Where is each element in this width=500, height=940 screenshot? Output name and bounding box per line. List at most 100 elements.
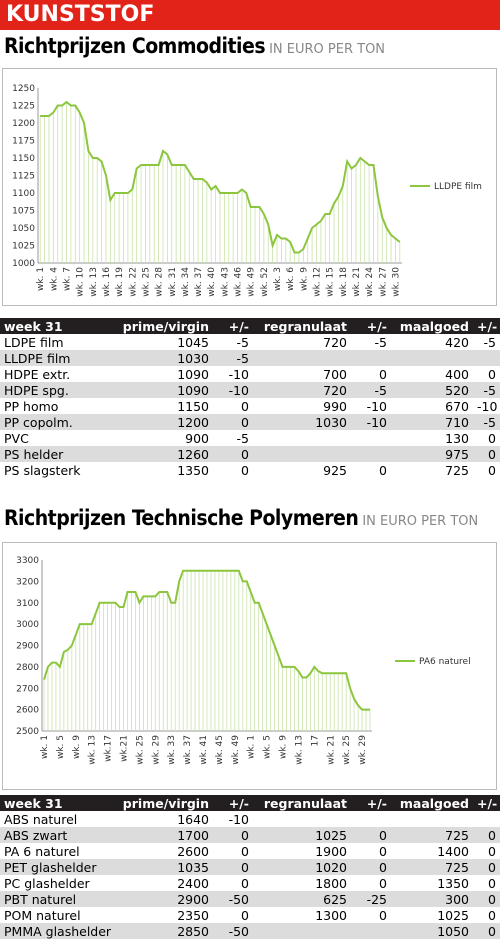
section-title: Richtprijzen Commodities xyxy=(4,34,266,58)
price-cell: 2850 xyxy=(118,923,213,939)
price-cell: 975 xyxy=(391,446,473,462)
column-header: prime/virgin xyxy=(118,318,213,334)
price-cell: 0 xyxy=(241,398,249,414)
price-cell: -5 xyxy=(236,334,249,350)
price-cell xyxy=(351,811,391,827)
price-cell: -10 xyxy=(477,398,498,414)
x-tick-label: wk. 1 xyxy=(36,267,46,291)
x-tick-label: wk. 13 xyxy=(88,735,98,765)
price-cell: -5 xyxy=(473,414,500,430)
y-tick-label: 2500 xyxy=(16,727,39,737)
price-cell: 0 xyxy=(213,827,253,843)
price-cell: 0 xyxy=(473,827,500,843)
price-cell: 1350 xyxy=(177,462,209,478)
price-cell: 1090 xyxy=(118,382,213,398)
material-name: PP copolm. xyxy=(0,414,118,430)
material-name: PMMA glashelder xyxy=(0,923,118,939)
price-cell: 725 xyxy=(391,859,473,875)
price-cell: 1090 xyxy=(177,366,209,382)
price-cell xyxy=(253,350,351,366)
price-cell: 1025 xyxy=(437,907,469,923)
material-name: PBT naturel xyxy=(0,891,118,907)
x-tick-label: wk. 19 xyxy=(115,267,125,297)
x-tick-label: wk. 27 xyxy=(378,267,388,297)
price-cell xyxy=(351,923,391,939)
section-unit: IN EURO PER TON xyxy=(269,42,386,57)
price-cell xyxy=(253,430,351,446)
y-tick-label: 2900 xyxy=(16,642,39,652)
x-tick-label: wk. 28 xyxy=(155,267,165,297)
price-cell: 720 xyxy=(323,334,347,350)
x-tick-label: wk. 29 xyxy=(358,735,368,765)
price-cell: 1025 xyxy=(253,827,351,843)
price-cell: 670 xyxy=(445,398,469,414)
price-cell: 0 xyxy=(488,875,496,891)
x-tick-label: wk. 13 xyxy=(89,267,99,297)
price-cell: 0 xyxy=(488,366,496,382)
price-cell xyxy=(473,811,500,827)
y-tick-label: 1175 xyxy=(12,137,35,147)
material-name: ABS zwart xyxy=(0,827,118,843)
x-tick-label: wk. 34 xyxy=(181,267,191,297)
material-name: PC glashelder xyxy=(4,875,90,891)
price-cell: 400 xyxy=(445,366,469,382)
table-row: PBT naturel 2900 -50 625 -25 300 0 xyxy=(0,891,500,907)
price-cell: 0 xyxy=(473,891,500,907)
material-name: ABS naturel xyxy=(4,811,78,827)
section-title: Richtprijzen Technische Polymeren xyxy=(4,506,359,530)
price-cell: 990 xyxy=(323,398,347,414)
price-cell: 0 xyxy=(241,462,249,478)
price-cell: -10 xyxy=(351,414,391,430)
x-tick-label: wk. 30 xyxy=(391,267,401,297)
y-tick-label: 1125 xyxy=(12,172,35,182)
x-tick-label: wk. 21 xyxy=(326,735,336,765)
price-table: week 31 prime/virgin +/- regranulaat +/- maal… xyxy=(0,795,500,939)
price-cell: 0 xyxy=(379,843,387,859)
price-cell: 925 xyxy=(323,462,347,478)
table-row: POM naturel 2350 0 1300 0 1025 0 xyxy=(0,907,500,923)
price-cell: 2900 xyxy=(118,891,213,907)
price-cell: 1030 xyxy=(253,414,351,430)
material-name: PS slagsterk xyxy=(4,462,81,478)
table-row: PVC 900 -5 130 0 xyxy=(0,430,500,446)
price-cell: 0 xyxy=(488,907,496,923)
x-tick-label: wk. 3 xyxy=(273,267,283,291)
price-cell: 0 xyxy=(213,446,253,462)
y-tick-label: 1150 xyxy=(12,154,35,164)
price-cell: -50 xyxy=(213,891,253,907)
price-cell: 2600 xyxy=(177,843,209,859)
price-cell: 1020 xyxy=(253,859,351,875)
x-tick-label: wk.21 xyxy=(120,735,130,762)
y-tick-label: 1000 xyxy=(12,259,35,269)
price-cell: 1350 xyxy=(437,875,469,891)
price-cell: 520 xyxy=(391,382,473,398)
material-name: POM naturel xyxy=(4,907,81,923)
price-cell: 0 xyxy=(473,923,500,939)
price-cell: -5 xyxy=(473,382,500,398)
section-heading: Richtprijzen Commodities IN EURO PER TON xyxy=(4,34,385,58)
price-cell: 1030 xyxy=(118,350,213,366)
legend-label: LLDPE film xyxy=(434,182,482,192)
price-cell: 0 xyxy=(241,907,249,923)
y-tick-label: 1025 xyxy=(12,242,35,252)
table-row: PET glashelder 1035 0 1020 0 725 0 xyxy=(0,859,500,875)
table-row: PS slagsterk 1350 0 925 0 725 0 xyxy=(0,462,500,478)
table-row: ABS naturel 1640 -10 xyxy=(0,811,500,827)
price-cell: -10 xyxy=(213,382,253,398)
price-cell: 1200 xyxy=(118,414,213,430)
x-tick-label: wk. 25 xyxy=(342,735,352,765)
price-cell: 2350 xyxy=(177,907,209,923)
price-cell: -5 xyxy=(374,334,387,350)
x-tick-label: wk. 37 xyxy=(183,735,193,765)
header-title: KUNSTSTOF xyxy=(0,0,500,30)
chart: 2500 2600 2700 2800 2900 3000 3100 3200 3300 wk. … xyxy=(2,542,497,790)
material-name: LLDPE film xyxy=(0,350,118,366)
column-header: prime/virgin xyxy=(118,795,213,811)
price-cell: 300 xyxy=(391,891,473,907)
table-row: PS helder 1260 0 975 0 xyxy=(0,446,500,462)
material-name: HDPE extr. xyxy=(4,366,71,382)
x-tick-label: wk. 5 xyxy=(263,735,273,759)
x-tick-label: wk. 49 xyxy=(247,267,257,297)
x-tick-label: wk. 45 xyxy=(215,735,225,765)
price-cell: 0 xyxy=(351,827,391,843)
